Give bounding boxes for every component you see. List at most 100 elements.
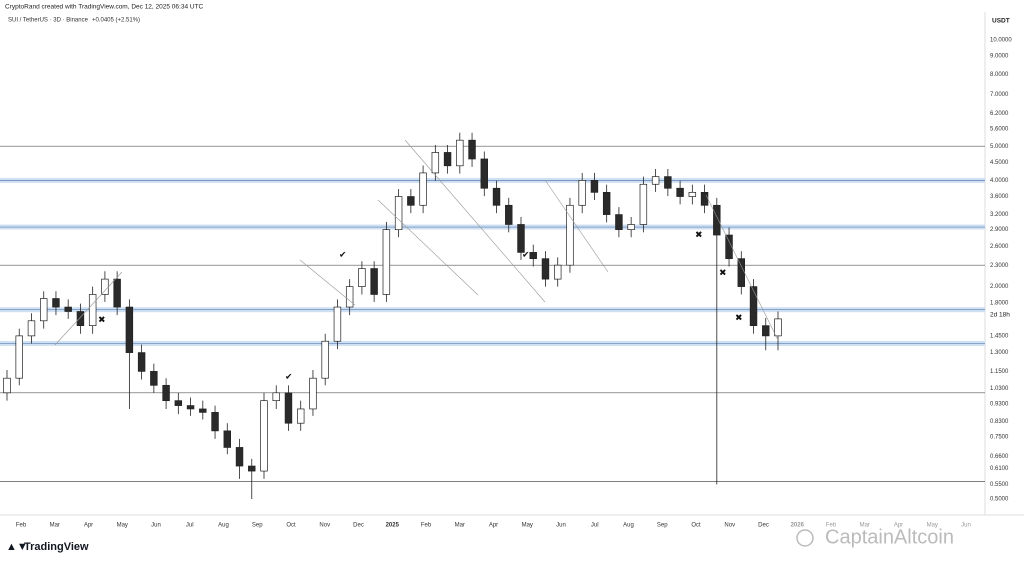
svg-text:✖: ✖ bbox=[735, 312, 743, 322]
candle-body bbox=[150, 371, 158, 386]
candle-body bbox=[358, 268, 366, 287]
change: +0.0405 (+2.51%) bbox=[92, 18, 140, 24]
candle-body bbox=[480, 158, 489, 189]
svg-text:✖: ✖ bbox=[719, 267, 727, 277]
candle-body bbox=[39, 298, 48, 322]
svg-text:✖: ✖ bbox=[695, 229, 703, 239]
candle-body bbox=[27, 320, 36, 337]
currency: USDT bbox=[992, 18, 1010, 25]
countdown: 2d 18h bbox=[990, 312, 1010, 319]
x-tick-label: Jul bbox=[591, 523, 599, 529]
candle-body bbox=[505, 204, 513, 225]
x-tick-label: 2025 bbox=[386, 523, 400, 529]
y-tick-label: 2.3000 bbox=[990, 263, 1009, 269]
candle-body bbox=[260, 400, 268, 472]
candle-body bbox=[639, 183, 648, 225]
candle-body bbox=[541, 258, 550, 280]
y-tick-label: 0.5500 bbox=[990, 482, 1009, 488]
branding: ▲▼ TradingView CaptainAltcoin bbox=[6, 526, 954, 553]
candle-body bbox=[333, 306, 342, 342]
candle-body bbox=[125, 306, 134, 353]
candle-body bbox=[725, 234, 733, 260]
candle-body bbox=[76, 311, 85, 326]
y-tick-label: 1.0300 bbox=[990, 386, 1009, 392]
candle-body bbox=[186, 405, 195, 410]
candle-body bbox=[199, 408, 207, 413]
y-tick-label: 0.5000 bbox=[990, 497, 1009, 503]
candle-body bbox=[162, 384, 170, 402]
candle-body bbox=[713, 204, 721, 236]
candle-body bbox=[370, 268, 378, 295]
candle-body bbox=[52, 298, 60, 308]
y-tick-label: 4.0000 bbox=[990, 178, 1009, 184]
symbol: SUI / TetherUS · 3D · Binance bbox=[8, 18, 89, 24]
candle-body bbox=[578, 180, 586, 206]
candle-body bbox=[529, 252, 537, 260]
candle-body bbox=[517, 224, 525, 253]
candle-body bbox=[284, 392, 293, 424]
candle-body bbox=[443, 152, 452, 167]
x-tick-label: Apr bbox=[894, 523, 903, 529]
svg-text:✖: ✖ bbox=[98, 314, 106, 324]
candle-body bbox=[602, 191, 611, 215]
candle-body bbox=[615, 214, 623, 231]
credit: CryptoRand created with TradingView.com,… bbox=[5, 4, 204, 11]
candle-body bbox=[700, 191, 709, 206]
candle-body bbox=[468, 139, 476, 160]
candle-body bbox=[553, 264, 562, 280]
x-tick-label: Jun bbox=[961, 523, 971, 529]
candle-body bbox=[248, 465, 256, 472]
trendlines bbox=[54, 139, 779, 346]
candle-body bbox=[321, 340, 329, 379]
y-tick-label: 5.0000 bbox=[990, 144, 1009, 150]
candle-body bbox=[3, 377, 11, 394]
candle-body bbox=[651, 176, 660, 185]
y-tick-label: 6.2000 bbox=[990, 111, 1009, 117]
candle-body bbox=[407, 196, 415, 206]
y-tick-label: 0.7500 bbox=[990, 434, 1009, 440]
candle-body bbox=[492, 187, 501, 206]
candle-body bbox=[88, 294, 97, 326]
candle-body bbox=[627, 224, 635, 231]
candle-body bbox=[419, 172, 427, 206]
candle-body bbox=[749, 286, 758, 326]
candle-body bbox=[235, 447, 244, 467]
x-tick-label: Jun bbox=[151, 523, 161, 529]
x-tick-label: Sep bbox=[252, 523, 263, 529]
candle-body bbox=[64, 306, 72, 312]
candle-body bbox=[137, 352, 146, 372]
candle-body bbox=[101, 278, 109, 295]
candle-body bbox=[394, 196, 403, 231]
y-tick-label: 1.3000 bbox=[990, 350, 1009, 356]
x-tick-label: Apr bbox=[489, 523, 498, 529]
y-tick-label: 2.9000 bbox=[990, 227, 1009, 233]
candle-body bbox=[762, 325, 770, 337]
candle-body bbox=[272, 392, 280, 402]
x-tick-label: Dec bbox=[353, 523, 364, 529]
y-tick-label: 3.6000 bbox=[990, 194, 1009, 200]
svg-text:✔: ✔ bbox=[339, 249, 347, 259]
svg-text:✔: ✔ bbox=[285, 371, 293, 381]
candle-body bbox=[211, 412, 219, 432]
x-tick-label: Sep bbox=[657, 523, 668, 529]
candle-body bbox=[456, 139, 464, 167]
y-tick-label: 2.6000 bbox=[990, 244, 1009, 250]
x-tick-label: Dec bbox=[758, 523, 769, 529]
y-tick-label: 0.8300 bbox=[990, 419, 1009, 425]
y-tick-label: 8.0000 bbox=[990, 72, 1009, 78]
candle-body bbox=[309, 377, 317, 410]
x-tick-label: Feb bbox=[16, 523, 27, 529]
y-tick-label: 3.2000 bbox=[990, 212, 1009, 218]
candle-body bbox=[431, 152, 440, 174]
x-tick-label: Nov bbox=[724, 523, 735, 529]
x-tick-label: Oct bbox=[691, 523, 701, 529]
markers: ✖ ✖ ✖ ✖ ✔ ✔ ✔ bbox=[98, 229, 743, 381]
y-tick-label: 0.6100 bbox=[990, 466, 1009, 472]
candle-body bbox=[296, 408, 305, 424]
candle-body bbox=[382, 229, 391, 295]
y-tick-label: 1.4500 bbox=[990, 333, 1009, 339]
candle-body bbox=[737, 258, 746, 287]
candle-body bbox=[664, 176, 672, 189]
candle-body bbox=[590, 180, 599, 193]
candle-body bbox=[688, 191, 697, 197]
